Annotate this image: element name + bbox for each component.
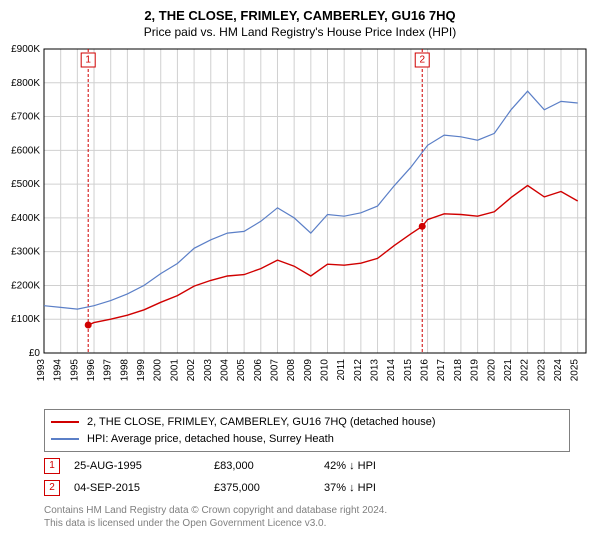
legend: 2, THE CLOSE, FRIMLEY, CAMBERLEY, GU16 7… (44, 409, 570, 452)
svg-text:1998: 1998 (119, 359, 130, 382)
legend-item: HPI: Average price, detached house, Surr… (51, 431, 563, 448)
svg-text:£0: £0 (29, 348, 41, 359)
svg-text:2019: 2019 (470, 359, 481, 382)
chart-container: 2, THE CLOSE, FRIMLEY, CAMBERLEY, GU16 7… (0, 0, 600, 560)
svg-text:1994: 1994 (53, 359, 64, 382)
svg-text:1993: 1993 (36, 359, 47, 382)
svg-text:2002: 2002 (186, 359, 197, 382)
svg-text:£100K: £100K (11, 314, 40, 325)
svg-text:1999: 1999 (136, 359, 147, 382)
chart-title: 2, THE CLOSE, FRIMLEY, CAMBERLEY, GU16 7… (0, 0, 600, 23)
svg-text:1: 1 (85, 55, 91, 66)
svg-text:£800K: £800K (11, 78, 40, 89)
svg-text:2013: 2013 (370, 359, 381, 382)
sale-date: 25-AUG-1995 (74, 460, 214, 472)
svg-text:2005: 2005 (236, 359, 247, 382)
svg-text:2011: 2011 (336, 359, 347, 381)
svg-text:£300K: £300K (11, 247, 40, 258)
svg-text:2021: 2021 (503, 359, 514, 382)
svg-text:2025: 2025 (570, 359, 581, 382)
svg-text:2018: 2018 (453, 359, 464, 382)
sale-price: £375,000 (214, 482, 324, 494)
svg-text:£400K: £400K (11, 213, 40, 224)
svg-text:2008: 2008 (286, 359, 297, 382)
sale-date: 04-SEP-2015 (74, 482, 214, 494)
svg-text:1996: 1996 (86, 359, 97, 382)
chart-subtitle: Price paid vs. HM Land Registry's House … (0, 23, 600, 43)
sale-marker-icon: 1 (44, 458, 60, 474)
svg-text:1995: 1995 (69, 359, 80, 382)
legend-swatch (51, 438, 79, 440)
svg-text:2014: 2014 (386, 359, 397, 382)
svg-text:2006: 2006 (253, 359, 264, 382)
svg-text:2022: 2022 (520, 359, 531, 382)
sale-row: 2 04-SEP-2015 £375,000 37% ↓ HPI (44, 480, 570, 496)
svg-text:2009: 2009 (303, 359, 314, 382)
svg-text:2024: 2024 (553, 359, 564, 382)
svg-text:£600K: £600K (11, 145, 40, 156)
svg-text:2020: 2020 (486, 359, 497, 382)
svg-text:2001: 2001 (169, 359, 180, 382)
line-chart-svg: £0 £100K £200K £300K £400K £500K £600K £700K £80… (0, 43, 600, 403)
svg-text:£700K: £700K (11, 112, 40, 123)
svg-text:1997: 1997 (103, 359, 114, 382)
sale-row: 1 25-AUG-1995 £83,000 42% ↓ HPI (44, 458, 570, 474)
footer-attribution: Contains HM Land Registry data © Crown c… (44, 504, 570, 530)
legend-label: 2, THE CLOSE, FRIMLEY, CAMBERLEY, GU16 7… (87, 414, 436, 431)
svg-text:£900K: £900K (11, 44, 40, 55)
chart-area: £0 £100K £200K £300K £400K £500K £600K £700K £80… (0, 43, 600, 403)
legend-label: HPI: Average price, detached house, Surr… (87, 431, 334, 448)
svg-text:2007: 2007 (269, 359, 280, 382)
footer-line: This data is licensed under the Open Gov… (44, 517, 570, 530)
sale-price: £83,000 (214, 460, 324, 472)
svg-text:2010: 2010 (320, 359, 331, 382)
svg-text:2012: 2012 (353, 359, 364, 382)
sale-pct: 37% ↓ HPI (324, 482, 454, 494)
svg-text:2003: 2003 (203, 359, 214, 382)
svg-text:2015: 2015 (403, 359, 414, 382)
svg-text:2017: 2017 (436, 359, 447, 382)
legend-item: 2, THE CLOSE, FRIMLEY, CAMBERLEY, GU16 7… (51, 414, 563, 431)
svg-text:2000: 2000 (153, 359, 164, 382)
svg-text:£200K: £200K (11, 280, 40, 291)
legend-swatch (51, 421, 79, 423)
sale-pct: 42% ↓ HPI (324, 460, 454, 472)
svg-text:2023: 2023 (536, 359, 547, 382)
footer-line: Contains HM Land Registry data © Crown c… (44, 504, 570, 517)
svg-text:£500K: £500K (11, 179, 40, 190)
svg-text:2004: 2004 (219, 359, 230, 382)
sale-marker-icon: 2 (44, 480, 60, 496)
svg-text:2016: 2016 (420, 359, 431, 382)
svg-text:2: 2 (419, 55, 425, 66)
